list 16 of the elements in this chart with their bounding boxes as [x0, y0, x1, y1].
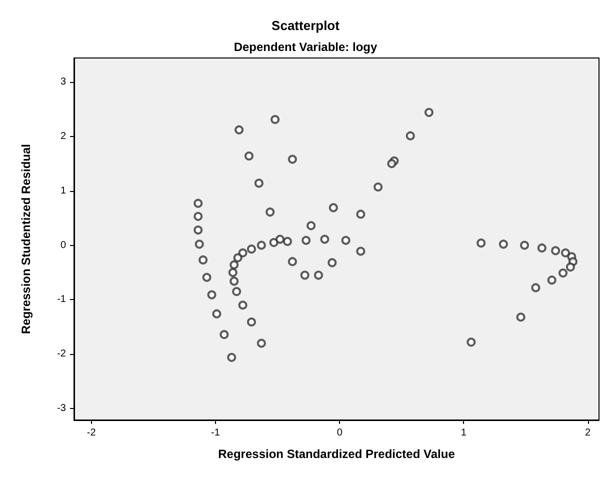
y-tick-label: 1: [60, 185, 66, 196]
x-tick-label: -2: [86, 428, 96, 438]
y-tick-label: -2: [57, 348, 66, 360]
y-axis-title: Regression Studentized Residual: [19, 144, 33, 334]
y-tick-label: 2: [60, 130, 66, 142]
x-tick-label: 0: [336, 428, 343, 438]
x-tick-label: 2: [585, 428, 592, 438]
y-tick-label: -3: [57, 403, 66, 414]
y-tick-label: 3: [60, 76, 66, 88]
chart-subtitle: Dependent Variable: logy: [234, 40, 378, 54]
chart-title: Scatterplot: [272, 18, 340, 33]
y-tick-label: -1: [57, 294, 66, 306]
x-axis-title: Regression Standardized Predicted Value: [218, 447, 456, 461]
x-tick-label: -1: [211, 428, 220, 438]
y-tick-label: 0: [60, 240, 66, 251]
x-tick-label: 1: [460, 428, 467, 438]
